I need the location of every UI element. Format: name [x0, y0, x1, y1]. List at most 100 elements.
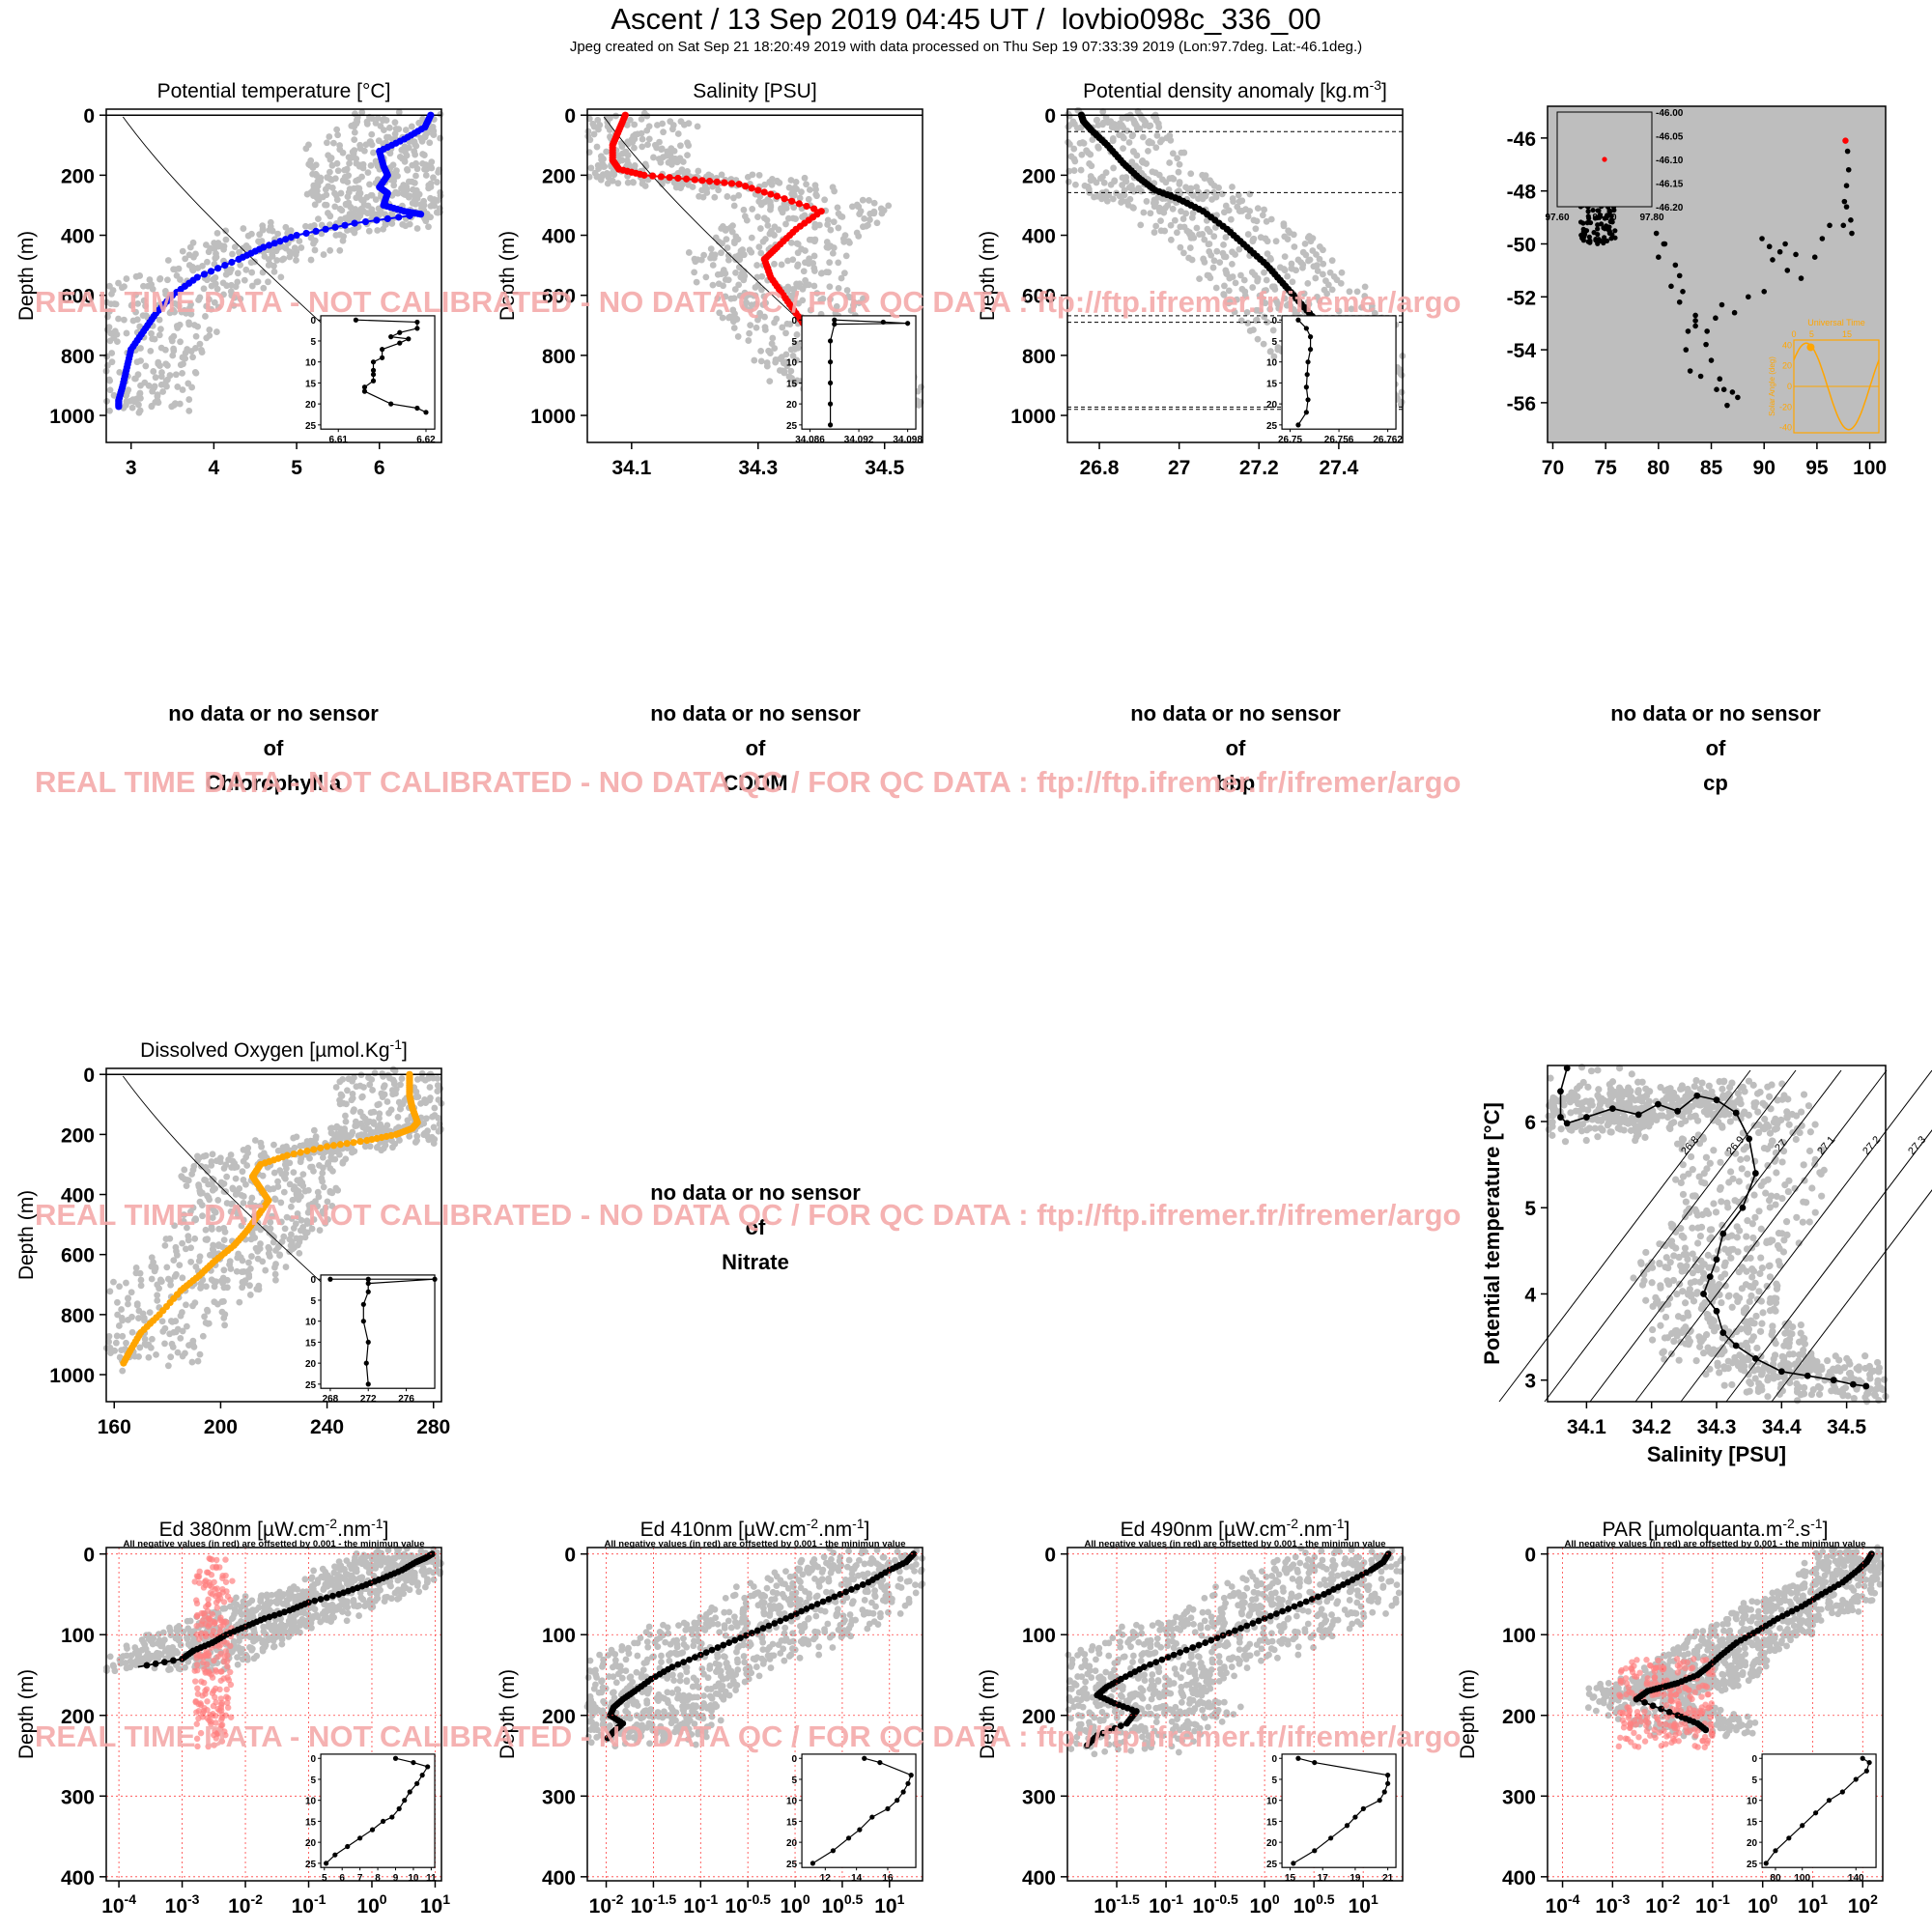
history-point	[792, 215, 799, 222]
history-point	[248, 1253, 255, 1260]
history-point	[1739, 1083, 1747, 1091]
history-point	[1176, 181, 1183, 187]
history-point	[710, 254, 718, 262]
profile-point	[343, 1140, 351, 1148]
history-point	[611, 171, 618, 179]
history-point	[1146, 139, 1153, 147]
history-point	[1793, 1213, 1801, 1221]
history-point	[257, 1240, 264, 1247]
history-point	[757, 249, 765, 257]
history-point	[409, 161, 416, 169]
inset-y-tick-label: 5	[792, 337, 798, 348]
history-point	[199, 1332, 207, 1340]
history-point	[157, 381, 165, 388]
history-point	[1272, 238, 1280, 245]
inset-point	[370, 378, 377, 384]
history-point	[702, 273, 710, 281]
history-point	[1718, 1298, 1725, 1307]
history-point	[136, 272, 144, 279]
float-position	[1661, 241, 1667, 247]
profile-point	[767, 190, 775, 198]
float-position	[1595, 232, 1601, 238]
history-point	[1749, 1234, 1757, 1242]
float-position	[1687, 368, 1693, 374]
history-point	[353, 177, 359, 185]
history-point	[115, 279, 122, 287]
inset-y-tick-label: 10	[305, 1318, 317, 1328]
history-point	[1244, 320, 1252, 327]
history-point	[402, 127, 410, 133]
history-point	[430, 174, 437, 182]
history-point	[1157, 227, 1165, 235]
history-point	[714, 270, 722, 278]
history-point	[645, 135, 653, 143]
history-point	[339, 237, 347, 244]
inset-x-tick-label: 26.756	[1324, 435, 1354, 445]
history-point	[1774, 1241, 1782, 1250]
history-point	[262, 1266, 270, 1274]
history-point	[1634, 1089, 1642, 1096]
float-position	[1704, 328, 1710, 334]
history-point	[179, 1274, 186, 1282]
history-point	[213, 229, 221, 237]
history-point	[880, 207, 888, 214]
history-point	[1727, 1168, 1735, 1176]
history-point	[174, 1349, 182, 1356]
history-point	[393, 167, 400, 175]
profile-point	[682, 175, 691, 183]
history-point	[1229, 195, 1236, 202]
history-point	[114, 1298, 121, 1306]
history-point	[434, 179, 440, 185]
history-point	[345, 188, 353, 196]
chart-title: Potential temperature [°C]	[157, 80, 391, 102]
history-point	[278, 256, 286, 264]
history-point	[166, 1330, 174, 1338]
history-point	[161, 1324, 169, 1332]
history-point	[618, 143, 626, 151]
history-point	[670, 147, 678, 155]
float-position	[1708, 357, 1715, 363]
history-point	[368, 130, 376, 138]
float-position	[1692, 312, 1698, 319]
history-point	[730, 202, 738, 210]
history-point	[1657, 1282, 1664, 1290]
history-point	[1155, 171, 1163, 179]
history-point	[417, 1100, 424, 1107]
inset-x-tick-label: 6.62	[416, 435, 436, 445]
history-point	[174, 1325, 182, 1333]
history-point	[279, 1144, 287, 1151]
history-point	[123, 1339, 129, 1347]
history-point	[1746, 1297, 1753, 1306]
history-point	[1735, 1178, 1743, 1185]
inset-point	[1303, 410, 1309, 415]
history-point	[719, 222, 726, 230]
history-point	[737, 273, 745, 281]
history-point	[1398, 371, 1406, 379]
history-point	[196, 1253, 204, 1261]
history-point	[1210, 183, 1218, 189]
history-point	[157, 373, 165, 381]
history-point	[1129, 131, 1137, 139]
history-point	[1642, 1296, 1650, 1304]
history-point	[1766, 1273, 1775, 1281]
history-point	[137, 345, 144, 352]
history-point	[242, 266, 250, 273]
history-point	[123, 1279, 129, 1287]
history-point	[185, 407, 193, 414]
y-tick-label: 200	[542, 165, 576, 187]
y-tick-label: 800	[542, 346, 576, 368]
y-tick-label: 800	[61, 346, 95, 368]
history-point	[1800, 1091, 1808, 1098]
history-point	[430, 199, 438, 206]
history-point	[1648, 1336, 1657, 1344]
history-point	[1226, 274, 1234, 282]
inset-y-tick-label: 10	[1266, 358, 1278, 369]
history-point	[385, 124, 393, 131]
history-point	[142, 302, 149, 310]
history-point	[1737, 1325, 1745, 1333]
history-point	[179, 386, 186, 393]
history-point	[1152, 144, 1160, 152]
history-point	[206, 296, 213, 303]
history-point	[125, 1294, 131, 1302]
